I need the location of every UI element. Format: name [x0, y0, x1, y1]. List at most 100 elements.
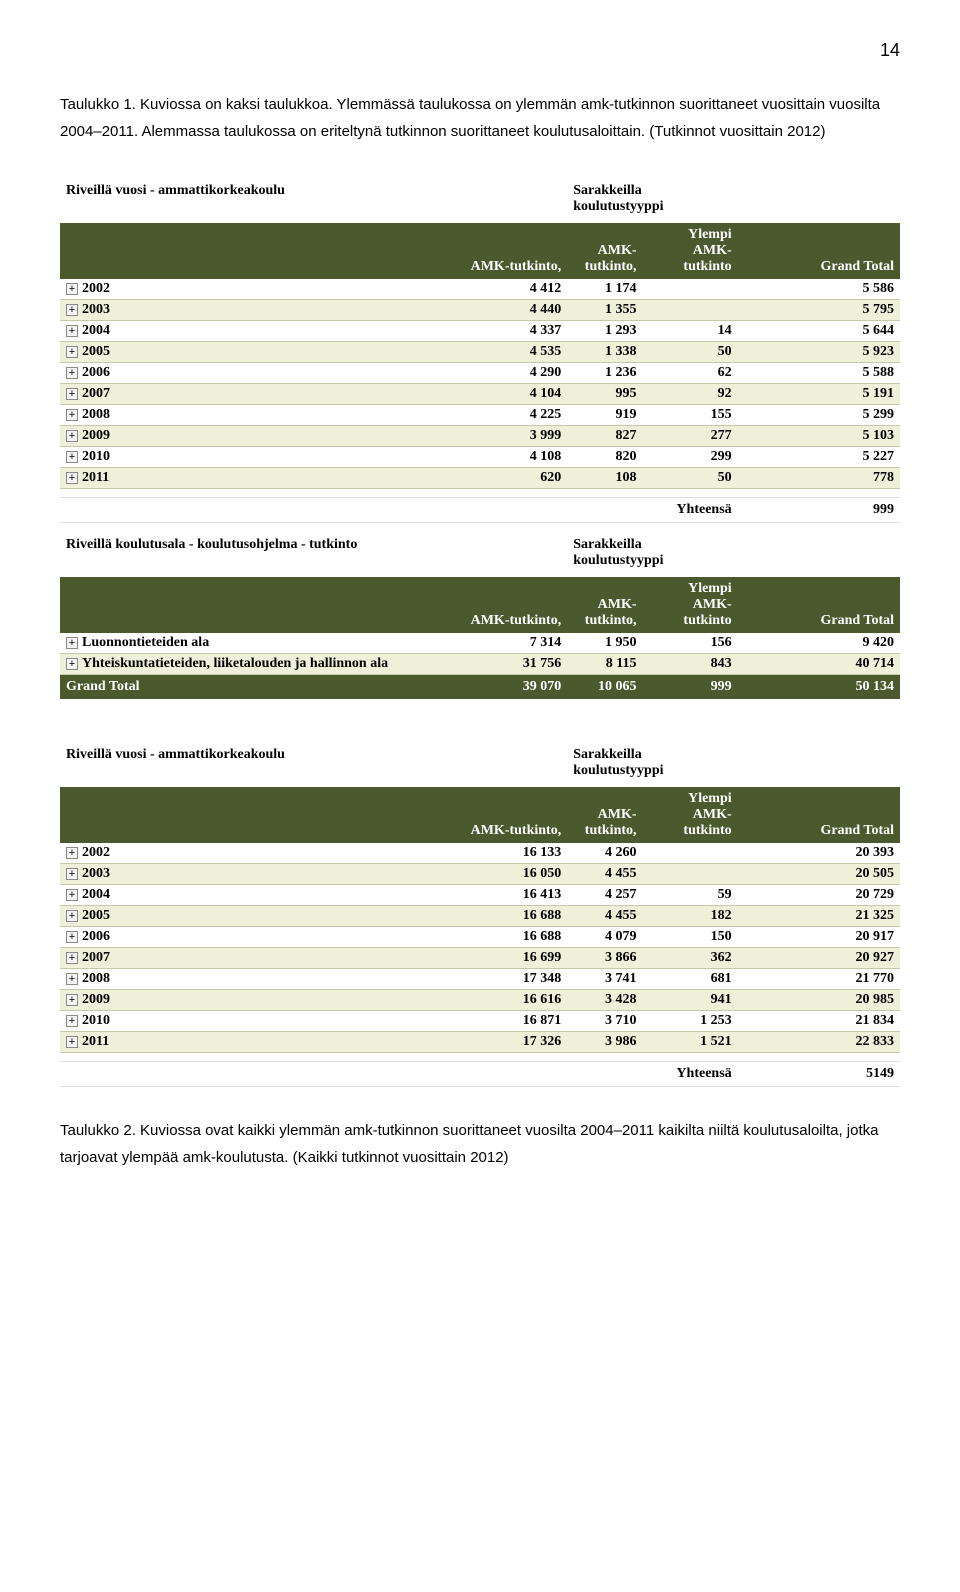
cell: 1 293 [567, 321, 642, 342]
table1a-col-headers: AMK-tutkinto, AMK-tutkinto, Ylempi AMK-t… [60, 223, 900, 279]
expand-icon[interactable]: + [66, 658, 78, 670]
expand-icon[interactable]: + [66, 409, 78, 421]
cell: 4 079 [567, 927, 642, 948]
expand-icon[interactable]: + [66, 637, 78, 649]
cell: 3 866 [567, 948, 642, 969]
col-amk1: AMK-tutkinto, [405, 223, 567, 279]
cell: 3 428 [567, 990, 642, 1011]
cell: 4 535 [405, 342, 567, 363]
cell: 3 710 [567, 1011, 642, 1032]
yhteensa-label: Yhteensä [643, 1062, 738, 1087]
col-ylempi: Ylempi AMK-tutkinto [643, 577, 738, 633]
cell: 16 688 [405, 927, 567, 948]
col-total: Grand Total [738, 787, 900, 843]
table-row: +Luonnontieteiden ala7 3141 9501569 420 [60, 633, 900, 654]
cell: 59 [643, 885, 738, 906]
cell: 5 191 [738, 384, 900, 405]
grand-total-label: Grand Total [60, 675, 405, 700]
row-label: 2011 [82, 470, 109, 485]
cell: 156 [643, 633, 738, 654]
row-label: 2008 [82, 407, 110, 422]
cell: 16 699 [405, 948, 567, 969]
expand-icon[interactable]: + [66, 1015, 78, 1027]
cell: 5 227 [738, 447, 900, 468]
row-label: 2008 [82, 971, 110, 986]
cols-label: Sarakkeilla koulutustyyppi [567, 739, 737, 787]
row-label: 2005 [82, 344, 110, 359]
table-row: +20084 2259191555 299 [60, 405, 900, 426]
table1b-grand-total: Grand Total 39 070 10 065 999 50 134 [60, 675, 900, 700]
col-total: Grand Total [738, 223, 900, 279]
cell: 778 [738, 468, 900, 489]
col-ylempi: Ylempi AMK-tutkinto [643, 787, 738, 843]
table1b-label-row: Riveillä koulutusala - koulutusohjelma -… [60, 529, 900, 577]
table-row: +201117 3263 9861 52122 833 [60, 1032, 900, 1053]
table2-col-headers: AMK-tutkinto, AMK-tutkinto, Ylempi AMK-t… [60, 787, 900, 843]
table-row: +20093 9998272775 103 [60, 426, 900, 447]
cell: 827 [567, 426, 642, 447]
cell: 20 729 [738, 885, 900, 906]
cell: 182 [643, 906, 738, 927]
expand-icon[interactable]: + [66, 910, 78, 922]
col-amk2: AMK-tutkinto, [567, 223, 642, 279]
expand-icon[interactable]: + [66, 472, 78, 484]
expand-icon[interactable]: + [66, 283, 78, 295]
expand-icon[interactable]: + [66, 931, 78, 943]
cell: 362 [643, 948, 738, 969]
expand-icon[interactable]: + [66, 868, 78, 880]
expand-icon[interactable]: + [66, 304, 78, 316]
expand-icon[interactable]: + [66, 1036, 78, 1048]
cell: 3 999 [405, 426, 567, 447]
table2: Riveillä vuosi - ammattikorkeakoulu Sara… [60, 739, 900, 1087]
expand-icon[interactable]: + [66, 451, 78, 463]
expand-icon[interactable]: + [66, 847, 78, 859]
row-label: 2002 [82, 281, 110, 296]
cell: 4 412 [405, 279, 567, 300]
row-label: 2002 [82, 845, 110, 860]
cell: 4 455 [567, 906, 642, 927]
yhteensa-value: 5149 [738, 1062, 900, 1087]
expand-icon[interactable]: + [66, 430, 78, 442]
cell: 16 616 [405, 990, 567, 1011]
expand-icon[interactable]: + [66, 388, 78, 400]
cell: 50 [643, 468, 738, 489]
col-amk2: AMK-tutkinto, [567, 787, 642, 843]
row-label: 2006 [82, 929, 110, 944]
cell: 1 355 [567, 300, 642, 321]
expand-icon[interactable]: + [66, 973, 78, 985]
cell: 155 [643, 405, 738, 426]
cell: 92 [643, 384, 738, 405]
cell: 20 985 [738, 990, 900, 1011]
yhteensa-label: Yhteensä [643, 498, 738, 523]
row-label: 2007 [82, 386, 110, 401]
rows-label: Riveillä koulutusala - koulutusohjelma -… [60, 529, 405, 577]
expand-icon[interactable]: + [66, 325, 78, 337]
page-number: 14 [60, 40, 900, 61]
row-label: Yhteiskuntatieteiden, liiketalouden ja h… [82, 656, 388, 671]
expand-icon[interactable]: + [66, 367, 78, 379]
cell: 5 103 [738, 426, 900, 447]
cell: 4 290 [405, 363, 567, 384]
expand-icon[interactable]: + [66, 952, 78, 964]
row-label: 2011 [82, 1034, 109, 1049]
cols-label: Sarakkeilla koulutustyyppi [567, 529, 737, 577]
table-row: +200416 4134 2575920 729 [60, 885, 900, 906]
cell: 20 927 [738, 948, 900, 969]
expand-icon[interactable]: + [66, 994, 78, 1006]
yhteensa-value: 999 [738, 498, 900, 523]
cell: 5 923 [738, 342, 900, 363]
cell: 919 [567, 405, 642, 426]
table-row: +20074 104995925 191 [60, 384, 900, 405]
table1a-label-row: Riveillä vuosi - ammattikorkeakoulu Sara… [60, 175, 900, 223]
cell: 22 833 [738, 1032, 900, 1053]
rows-label: Riveillä vuosi - ammattikorkeakoulu [60, 739, 405, 787]
cell: 108 [567, 468, 642, 489]
table-row: +20044 3371 293145 644 [60, 321, 900, 342]
row-label: 2004 [82, 887, 110, 902]
row-label: 2007 [82, 950, 110, 965]
cell: 14 [643, 321, 738, 342]
expand-icon[interactable]: + [66, 889, 78, 901]
cell: 299 [643, 447, 738, 468]
cell: 5 299 [738, 405, 900, 426]
expand-icon[interactable]: + [66, 346, 78, 358]
